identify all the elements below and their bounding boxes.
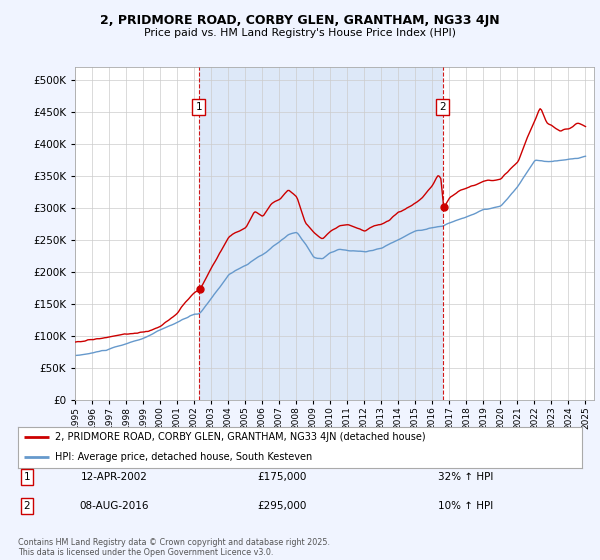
Text: Contains HM Land Registry data © Crown copyright and database right 2025.
This d: Contains HM Land Registry data © Crown c… bbox=[18, 538, 330, 557]
Text: 10% ↑ HPI: 10% ↑ HPI bbox=[438, 501, 493, 511]
Text: 2, PRIDMORE ROAD, CORBY GLEN, GRANTHAM, NG33 4JN (detached house): 2, PRIDMORE ROAD, CORBY GLEN, GRANTHAM, … bbox=[55, 432, 425, 442]
Text: 32% ↑ HPI: 32% ↑ HPI bbox=[438, 472, 493, 482]
Text: 2: 2 bbox=[23, 501, 31, 511]
Text: HPI: Average price, detached house, South Kesteven: HPI: Average price, detached house, Sout… bbox=[55, 452, 312, 463]
Text: Price paid vs. HM Land Registry's House Price Index (HPI): Price paid vs. HM Land Registry's House … bbox=[144, 28, 456, 38]
Text: 2: 2 bbox=[439, 102, 446, 112]
Text: 1: 1 bbox=[196, 102, 202, 112]
Text: 2, PRIDMORE ROAD, CORBY GLEN, GRANTHAM, NG33 4JN: 2, PRIDMORE ROAD, CORBY GLEN, GRANTHAM, … bbox=[100, 14, 500, 27]
Text: £175,000: £175,000 bbox=[257, 472, 307, 482]
Text: 12-APR-2002: 12-APR-2002 bbox=[80, 472, 148, 482]
Text: 1: 1 bbox=[23, 472, 31, 482]
Bar bbox=[199, 67, 443, 400]
Text: £295,000: £295,000 bbox=[257, 501, 307, 511]
Text: 08-AUG-2016: 08-AUG-2016 bbox=[79, 501, 149, 511]
